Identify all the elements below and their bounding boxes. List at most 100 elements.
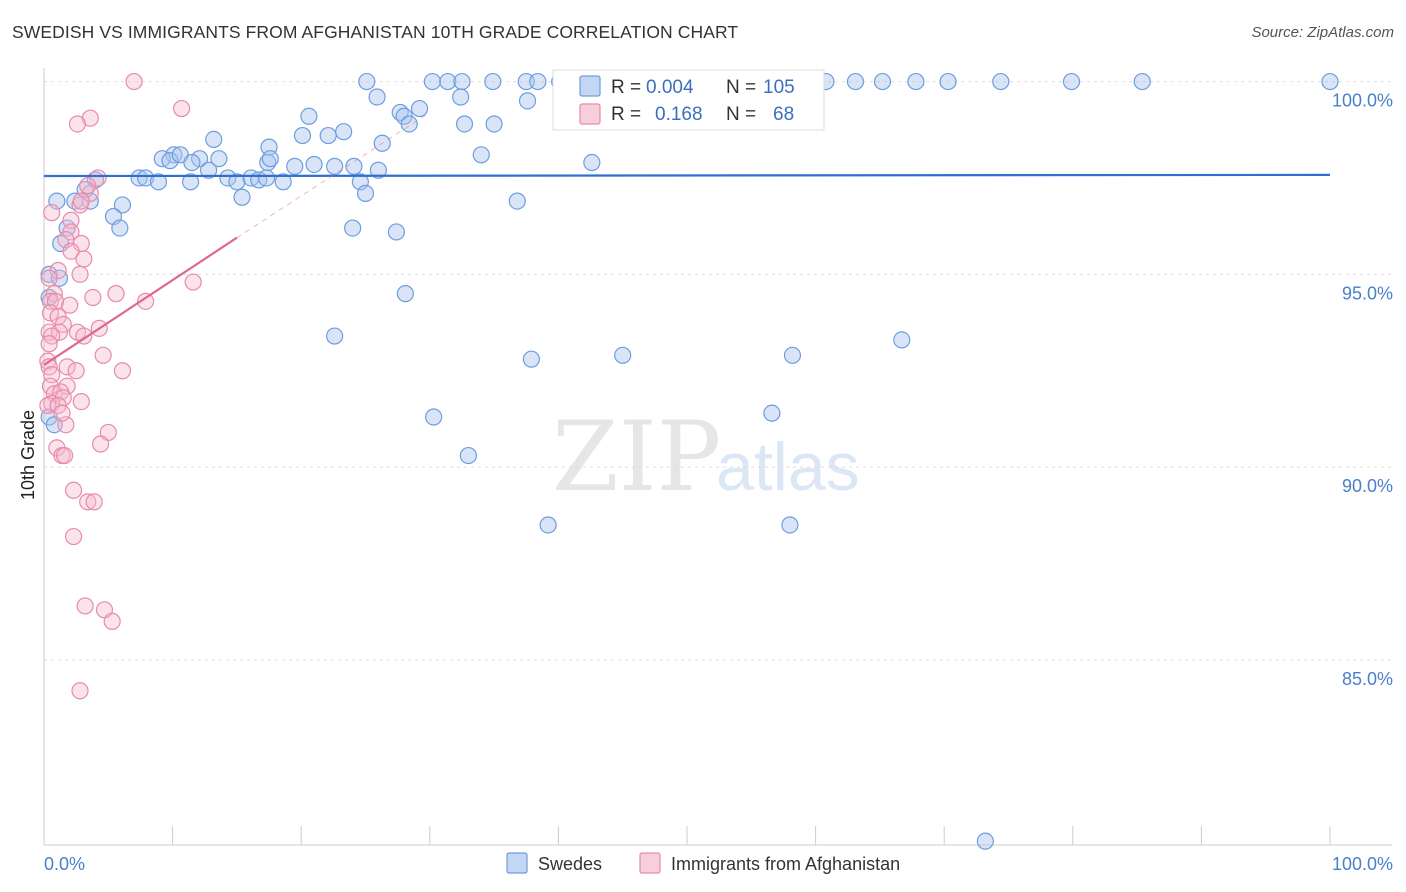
- stats-r-label-swedes: R =: [611, 77, 641, 98]
- swedes-point: [472, 146, 490, 164]
- axes: [43, 68, 1392, 846]
- afghanistan-point: [94, 346, 112, 364]
- afghanistan-point: [184, 273, 202, 291]
- swedes-point: [356, 184, 375, 202]
- legend-swatch-swedes: [506, 852, 528, 874]
- y-axis-label: 10th Grade: [18, 410, 38, 500]
- swedes-point: [539, 516, 557, 534]
- swedes-point: [455, 115, 474, 133]
- swedes-point: [518, 92, 537, 110]
- stats-n-label-afghanistan: N =: [726, 104, 756, 125]
- swedes-point: [452, 88, 470, 106]
- swedes-point: [453, 72, 471, 91]
- legend-label-afghanistan: Immigrants from Afghanistan: [671, 854, 900, 874]
- trend-lines: [43, 111, 1331, 366]
- x-tick-label: 0.0%: [44, 854, 85, 874]
- swedes-point: [261, 150, 279, 168]
- swedes-point: [191, 150, 209, 168]
- swedes-point: [781, 516, 799, 534]
- afghanistan-point: [55, 446, 74, 465]
- stats-swatch-afghanistan: [579, 103, 601, 125]
- swedes-point: [149, 173, 168, 191]
- swedes-point: [583, 153, 601, 172]
- afghanistan-points: [39, 72, 202, 700]
- swedes-point: [400, 115, 418, 133]
- afghanistan-point: [72, 192, 90, 210]
- stats-swatch-swedes: [579, 75, 601, 97]
- stats-legend-box: R = 0.004 N = 105 R = 0.168 N = 68: [552, 69, 825, 131]
- afghanistan-point: [67, 362, 85, 380]
- afghanistan-point: [40, 269, 58, 287]
- afghanistan-point: [76, 597, 94, 615]
- swedes-point: [228, 173, 246, 191]
- afghanistan-point: [41, 377, 60, 395]
- swedes-point: [423, 72, 441, 91]
- swedes-point: [485, 115, 503, 133]
- swedes-point: [300, 107, 318, 125]
- swedes-point: [992, 72, 1010, 91]
- swedes-point: [161, 152, 179, 170]
- stats-r-value-swedes: 0.004: [646, 77, 694, 98]
- swedes-point: [182, 173, 200, 191]
- afghanistan-point: [85, 493, 103, 511]
- afghanistan-point: [54, 315, 72, 334]
- afghanistan-point: [71, 265, 89, 283]
- afghanistan-point: [79, 493, 97, 511]
- afghanistan-point: [64, 527, 83, 546]
- chart-title: SWEDISH VS IMMIGRANTS FROM AFGHANISTAN 1…: [12, 22, 739, 42]
- swedes-point: [873, 72, 892, 91]
- swedes-point: [111, 219, 129, 237]
- swedes-point: [200, 161, 218, 179]
- swedes-point: [368, 88, 386, 106]
- swedes-point: [219, 169, 237, 187]
- swedes-point: [410, 99, 429, 118]
- swedes-point: [976, 832, 994, 850]
- swedes-point: [210, 150, 228, 168]
- swedes-point: [40, 265, 58, 283]
- afghanistan-point: [72, 392, 90, 411]
- swedes-point: [233, 188, 251, 206]
- swedes-point: [459, 446, 477, 465]
- source-credit: Source: ZipAtlas.com: [1251, 24, 1394, 41]
- swedes-point: [326, 157, 344, 175]
- stats-r-label-afghanistan: R =: [611, 104, 641, 125]
- swedes-point: [136, 169, 155, 187]
- y-tick-label: 100.0%: [1332, 91, 1393, 111]
- afghanistan-point: [62, 242, 80, 260]
- swedes-point: [345, 157, 363, 175]
- swedes-point: [286, 157, 304, 175]
- afghanistan-point: [75, 250, 93, 268]
- swedes-point: [396, 285, 414, 303]
- afghanistan-point: [84, 288, 102, 307]
- swedes-point: [326, 327, 344, 345]
- afghanistan-point: [173, 99, 191, 118]
- swedes-point: [387, 223, 405, 241]
- afghanistan-point: [113, 362, 132, 380]
- afghanistan-point: [49, 396, 67, 415]
- legend-swatch-afghanistan: [639, 852, 661, 874]
- swedes-point: [257, 169, 276, 187]
- x-tick-label: 100.0%: [1332, 854, 1393, 874]
- gridlines: [44, 81, 1392, 661]
- swedes-point: [508, 192, 526, 210]
- swedes-point: [369, 161, 387, 179]
- swedes-point: [522, 350, 540, 368]
- swedes-point: [1062, 72, 1081, 91]
- swedes-point: [763, 404, 781, 422]
- afghanistan-point: [125, 72, 143, 91]
- swedes-point: [783, 346, 802, 364]
- y-tick-label: 90.0%: [1342, 476, 1393, 496]
- swedes-point: [205, 130, 223, 149]
- swedes-point: [846, 72, 865, 91]
- swedes-point: [893, 331, 911, 349]
- stats-n-value-swedes: 105: [763, 77, 795, 98]
- watermark-zip: ZIP: [552, 401, 721, 513]
- afghanistan-trend-extension: [236, 111, 431, 239]
- afghanistan-point: [107, 285, 125, 303]
- afghanistan-point: [50, 323, 69, 341]
- swedes-point: [425, 408, 443, 426]
- y-tick-label: 85.0%: [1342, 669, 1393, 689]
- afghanistan-point: [103, 612, 121, 630]
- afghanistan-point: [53, 404, 71, 422]
